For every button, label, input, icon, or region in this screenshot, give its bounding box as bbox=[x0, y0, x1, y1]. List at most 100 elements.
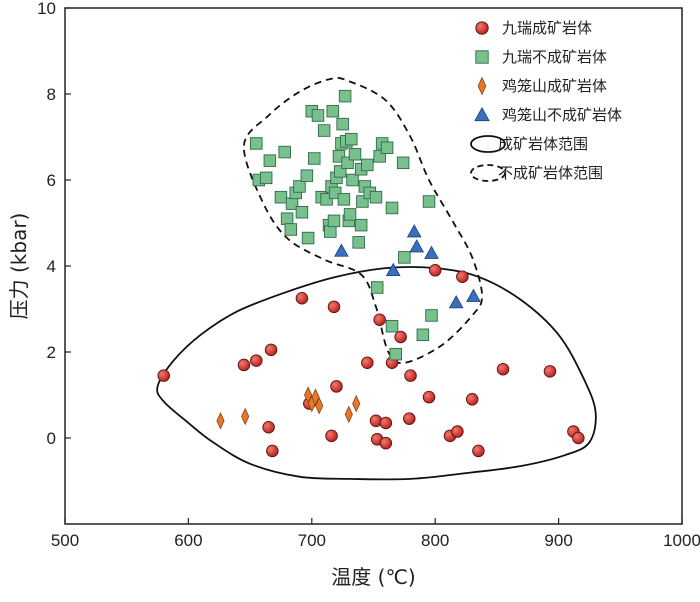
ore-diamond-point bbox=[241, 407, 250, 426]
non-ore-square-point bbox=[293, 180, 306, 193]
ore-circle-point bbox=[572, 431, 585, 445]
ore-circle-point bbox=[262, 421, 275, 434]
ore-circle-point bbox=[456, 270, 469, 284]
x-tick-label: 500 bbox=[51, 531, 79, 550]
x-tick-label: 1000 bbox=[663, 531, 700, 550]
non-ore-square-point bbox=[326, 104, 340, 118]
legend-label: 鸡笼山成矿岩体 bbox=[502, 77, 607, 95]
non-ore-square-point bbox=[259, 171, 273, 185]
ore-circle-point bbox=[325, 429, 338, 443]
non-ore-square-point bbox=[308, 152, 321, 165]
non-ore-triangle-point bbox=[334, 243, 349, 257]
x-axis-title: 温度 (℃) bbox=[331, 565, 415, 589]
non-ore-square-point bbox=[336, 117, 349, 131]
non-ore-square-point bbox=[328, 186, 342, 200]
legend-label: 九瑞成矿岩体 bbox=[502, 19, 592, 37]
non-ore-triangle-point bbox=[409, 239, 425, 253]
non-ore-square-point bbox=[345, 132, 358, 146]
ore-circle-point bbox=[330, 380, 343, 393]
x-tick-label: 900 bbox=[544, 531, 572, 550]
x-tick-label: 600 bbox=[174, 531, 202, 550]
non-ore-square-point bbox=[389, 347, 402, 361]
ore-circle-point bbox=[543, 365, 557, 378]
non-ore-square-point bbox=[301, 231, 315, 245]
non-ore-square-point bbox=[370, 281, 384, 294]
ore-circle-point bbox=[451, 425, 464, 438]
non-ore-square-point bbox=[416, 328, 430, 342]
non-ore-square-point bbox=[338, 89, 352, 103]
ore-circle-point bbox=[379, 436, 393, 450]
legend-label: 九瑞不成矿岩体 bbox=[502, 48, 607, 66]
non-ore-square-point bbox=[385, 319, 399, 333]
ore-diamond-point bbox=[352, 394, 361, 413]
ore-circle-point bbox=[403, 412, 416, 425]
ore-circle-point bbox=[422, 390, 436, 404]
ore-circle-point bbox=[404, 369, 417, 382]
legend: 九瑞成矿岩体九瑞不成矿岩体鸡笼山成矿岩体鸡笼山不成矿岩体成矿岩体范围不成矿岩体范… bbox=[470, 19, 622, 182]
legend-marker-diamond bbox=[477, 76, 487, 96]
y-tick-label: 10 bbox=[37, 0, 56, 18]
y-tick-label: 0 bbox=[47, 429, 56, 448]
y-tick-label: 8 bbox=[47, 85, 56, 104]
non-ore-square-point bbox=[346, 173, 359, 187]
legend-label: 不成矿岩体范围 bbox=[498, 164, 603, 182]
y-tick-label: 4 bbox=[47, 257, 56, 276]
ore-diamond-point bbox=[216, 412, 225, 430]
ore-circle-point bbox=[157, 369, 170, 382]
legend-marker-triangle bbox=[474, 107, 490, 122]
non-ore-square-point bbox=[333, 165, 347, 178]
ore-circle-point bbox=[373, 313, 386, 327]
non-ore-square-point bbox=[343, 208, 357, 221]
ore-circle-point bbox=[465, 393, 479, 406]
legend-marker-square bbox=[475, 50, 489, 64]
legend-label: 成矿岩体范围 bbox=[498, 135, 588, 153]
legend-region-swatch bbox=[470, 135, 506, 153]
non-ore-square-point bbox=[327, 214, 341, 228]
ore-circle-point bbox=[496, 362, 510, 376]
non-ore-square-point bbox=[337, 193, 351, 206]
ore-circle-point bbox=[237, 358, 251, 372]
non-ore-square-point bbox=[385, 201, 399, 215]
non-ore-square-point bbox=[396, 156, 410, 170]
points-layer bbox=[157, 89, 585, 458]
non-ore-square-point bbox=[425, 309, 438, 322]
non-ore-square-point bbox=[356, 195, 369, 208]
legend-region-swatch bbox=[470, 164, 506, 182]
non-ore-square-point bbox=[284, 223, 298, 236]
y-tick-label: 2 bbox=[47, 343, 56, 362]
ticks-layer: 500 600 700 800 900 1000 0 2 4 6 8 10 bbox=[37, 0, 700, 550]
non-ore-square-point bbox=[263, 154, 277, 167]
non-ore-square-point bbox=[300, 169, 314, 182]
ore-circle-point bbox=[361, 356, 374, 370]
non-ore-square-point bbox=[332, 150, 346, 163]
ore-circle-point bbox=[472, 444, 485, 458]
legend-marker-circle bbox=[475, 21, 489, 35]
non-ore-square-point bbox=[324, 225, 337, 238]
non-ore-square-point bbox=[422, 195, 436, 208]
ore-circle-point bbox=[428, 264, 442, 277]
non-ore-square-point bbox=[295, 205, 309, 219]
x-tick-label: 700 bbox=[298, 531, 326, 550]
non-ore-square-point bbox=[352, 236, 365, 249]
non-ore-square-point bbox=[380, 141, 394, 154]
ore-circle-point bbox=[379, 416, 393, 430]
non-ore-square-point bbox=[280, 212, 294, 225]
non-ore-triangle-point bbox=[466, 288, 481, 302]
legend-label: 鸡笼山不成矿岩体 bbox=[502, 106, 622, 124]
ore-diamond-point bbox=[304, 386, 313, 404]
ore-circle-point bbox=[327, 300, 341, 314]
ore-diamond-point bbox=[315, 396, 324, 415]
ore-circle-point bbox=[394, 330, 407, 344]
non-ore-square-point bbox=[348, 147, 362, 161]
non-ore-square-point bbox=[278, 145, 291, 159]
ore-circle-point bbox=[295, 292, 309, 305]
non-ore-square-point bbox=[361, 158, 374, 172]
non-ore-triangle-point bbox=[448, 295, 464, 309]
ore-circle-point bbox=[250, 354, 263, 367]
ore-circle-point bbox=[264, 343, 278, 357]
non-ore-square-point bbox=[369, 190, 383, 204]
y-axis-title: 压力 (kbar) bbox=[7, 213, 31, 320]
non-ore-square-point bbox=[373, 150, 386, 163]
non-ore-triangle-point bbox=[406, 224, 422, 238]
